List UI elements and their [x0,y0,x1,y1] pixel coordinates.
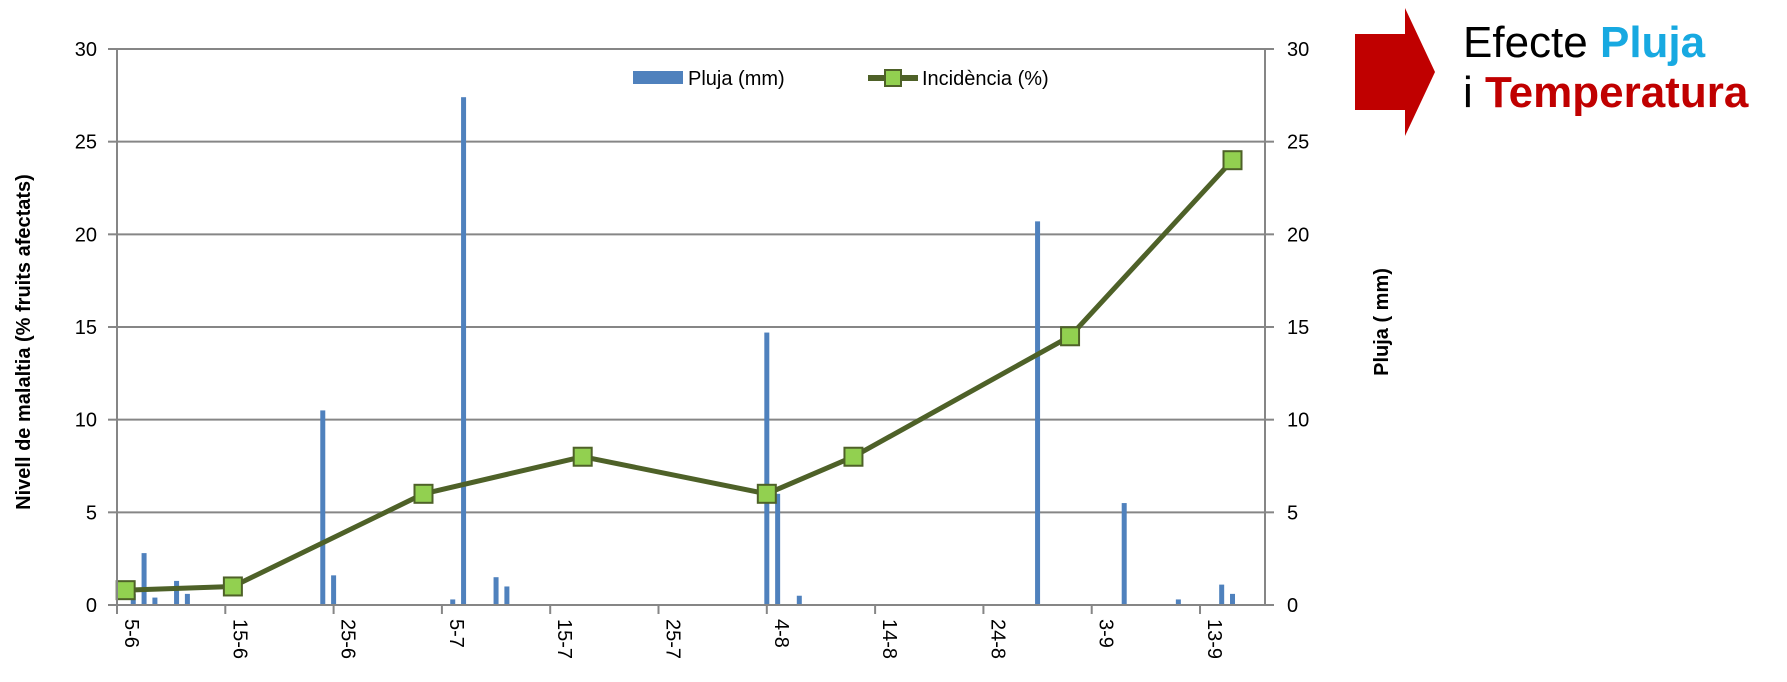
callout-word-efecte: Efecte [1463,18,1588,67]
incidence-marker-7 [1222,150,1243,171]
rain-bar-10 [504,586,510,605]
y-right-tick-label-5: 5 [1287,502,1298,524]
rain-bar-18 [1230,593,1236,605]
x-tick-label-24-8: 24-8 [986,619,1008,659]
y-axis-left-ticks: 0 5 10 15 20 25 30 [75,39,117,617]
y-axis-left-title: Nivell de malaltia (% fruits afectats) [13,174,35,510]
y-left-tick-label-10: 10 [75,410,97,432]
legend-label-incidence: Incidència (%) [922,68,1049,90]
rain-bar-8 [461,97,467,605]
incidence-marker-6 [1060,326,1081,347]
rain-bars [130,97,1236,606]
x-tick-label-3-9: 3-9 [1095,619,1117,648]
rain-bar-9 [493,577,499,605]
rain-bar-7 [450,599,456,605]
callout-word-temperatura: Temperatura [1485,68,1749,117]
y-left-tick-label-5: 5 [86,502,97,524]
rain-bar-2 [152,597,158,605]
callout-arrow [1355,8,1435,136]
rain-bar-17 [1219,584,1225,605]
incidence-marker-5 [843,446,864,467]
rain-bar-1 [141,553,147,605]
incidence-marker-2 [413,483,434,504]
y-right-tick-label-0: 0 [1287,595,1298,617]
rain-bar-3 [174,580,180,605]
rain-bar-5 [320,410,326,605]
y-axis-right-title: Pluja ( mm) [1371,268,1393,376]
rain-bar-15 [1121,503,1127,605]
rain-bar-14 [1035,221,1041,606]
x-tick-label-25-7: 25-7 [662,619,684,659]
y-right-tick-label-15: 15 [1287,317,1309,339]
x-tick-label-14-8: 14-8 [878,619,900,659]
y-left-tick-label-30: 30 [75,39,97,61]
rain-bar-6 [331,575,337,605]
y-right-tick-label-20: 20 [1287,224,1309,246]
y-axis-right-ticks: 0 5 10 15 20 25 30 [1265,39,1309,617]
incidence-marker-1 [222,576,243,597]
incidence-marker-3 [572,446,593,467]
callout-text: Efecte Pluja i Temperatura [1463,18,1748,118]
y-left-tick-label-25: 25 [75,132,97,154]
callout-word-pluja: Pluja [1599,18,1706,67]
legend-swatch-incidence-marker [884,69,902,87]
x-tick-label-13-9: 13-9 [1203,619,1225,659]
y-right-tick-label-25: 25 [1287,132,1309,154]
rain-bar-11 [764,332,770,605]
incidence-line-series [115,150,1243,601]
x-tick-label-15-6: 15-6 [228,619,250,659]
incidence-line [125,158,1235,593]
x-axis-ticks: 5-6 15-6 25-6 5-7 15-7 25-7 4-8 14-8 24-8 3-9 13-9 [116,605,1225,659]
rain-bar-4 [184,593,190,605]
gridlines [117,48,1265,514]
y-left-tick-label-20: 20 [75,224,97,246]
legend-swatch-rain [633,71,683,84]
right-arrow-icon [1355,8,1435,136]
y-left-tick-label-0: 0 [86,595,97,617]
rain-bar-12 [775,493,781,605]
rain-bar-13 [796,595,802,605]
x-tick-label-5-6: 5-6 [120,619,142,648]
x-tick-label-15-7: 15-7 [553,619,575,659]
incidence-marker-4 [756,483,777,504]
incidence-marker-0 [115,580,136,601]
legend-label-rain: Pluja (mm) [688,68,785,90]
y-left-tick-label-15: 15 [75,317,97,339]
legend: Pluja (mm) Incidència (%) [633,68,1049,90]
y-right-tick-label-10: 10 [1287,410,1309,432]
x-tick-label-5-7: 5-7 [445,619,467,648]
callout-word-i: i [1463,68,1473,117]
x-tick-label-25-6: 25-6 [337,619,359,659]
x-tick-label-4-8: 4-8 [770,619,792,648]
y-right-tick-label-30: 30 [1287,39,1309,61]
rain-bar-16 [1175,599,1181,605]
